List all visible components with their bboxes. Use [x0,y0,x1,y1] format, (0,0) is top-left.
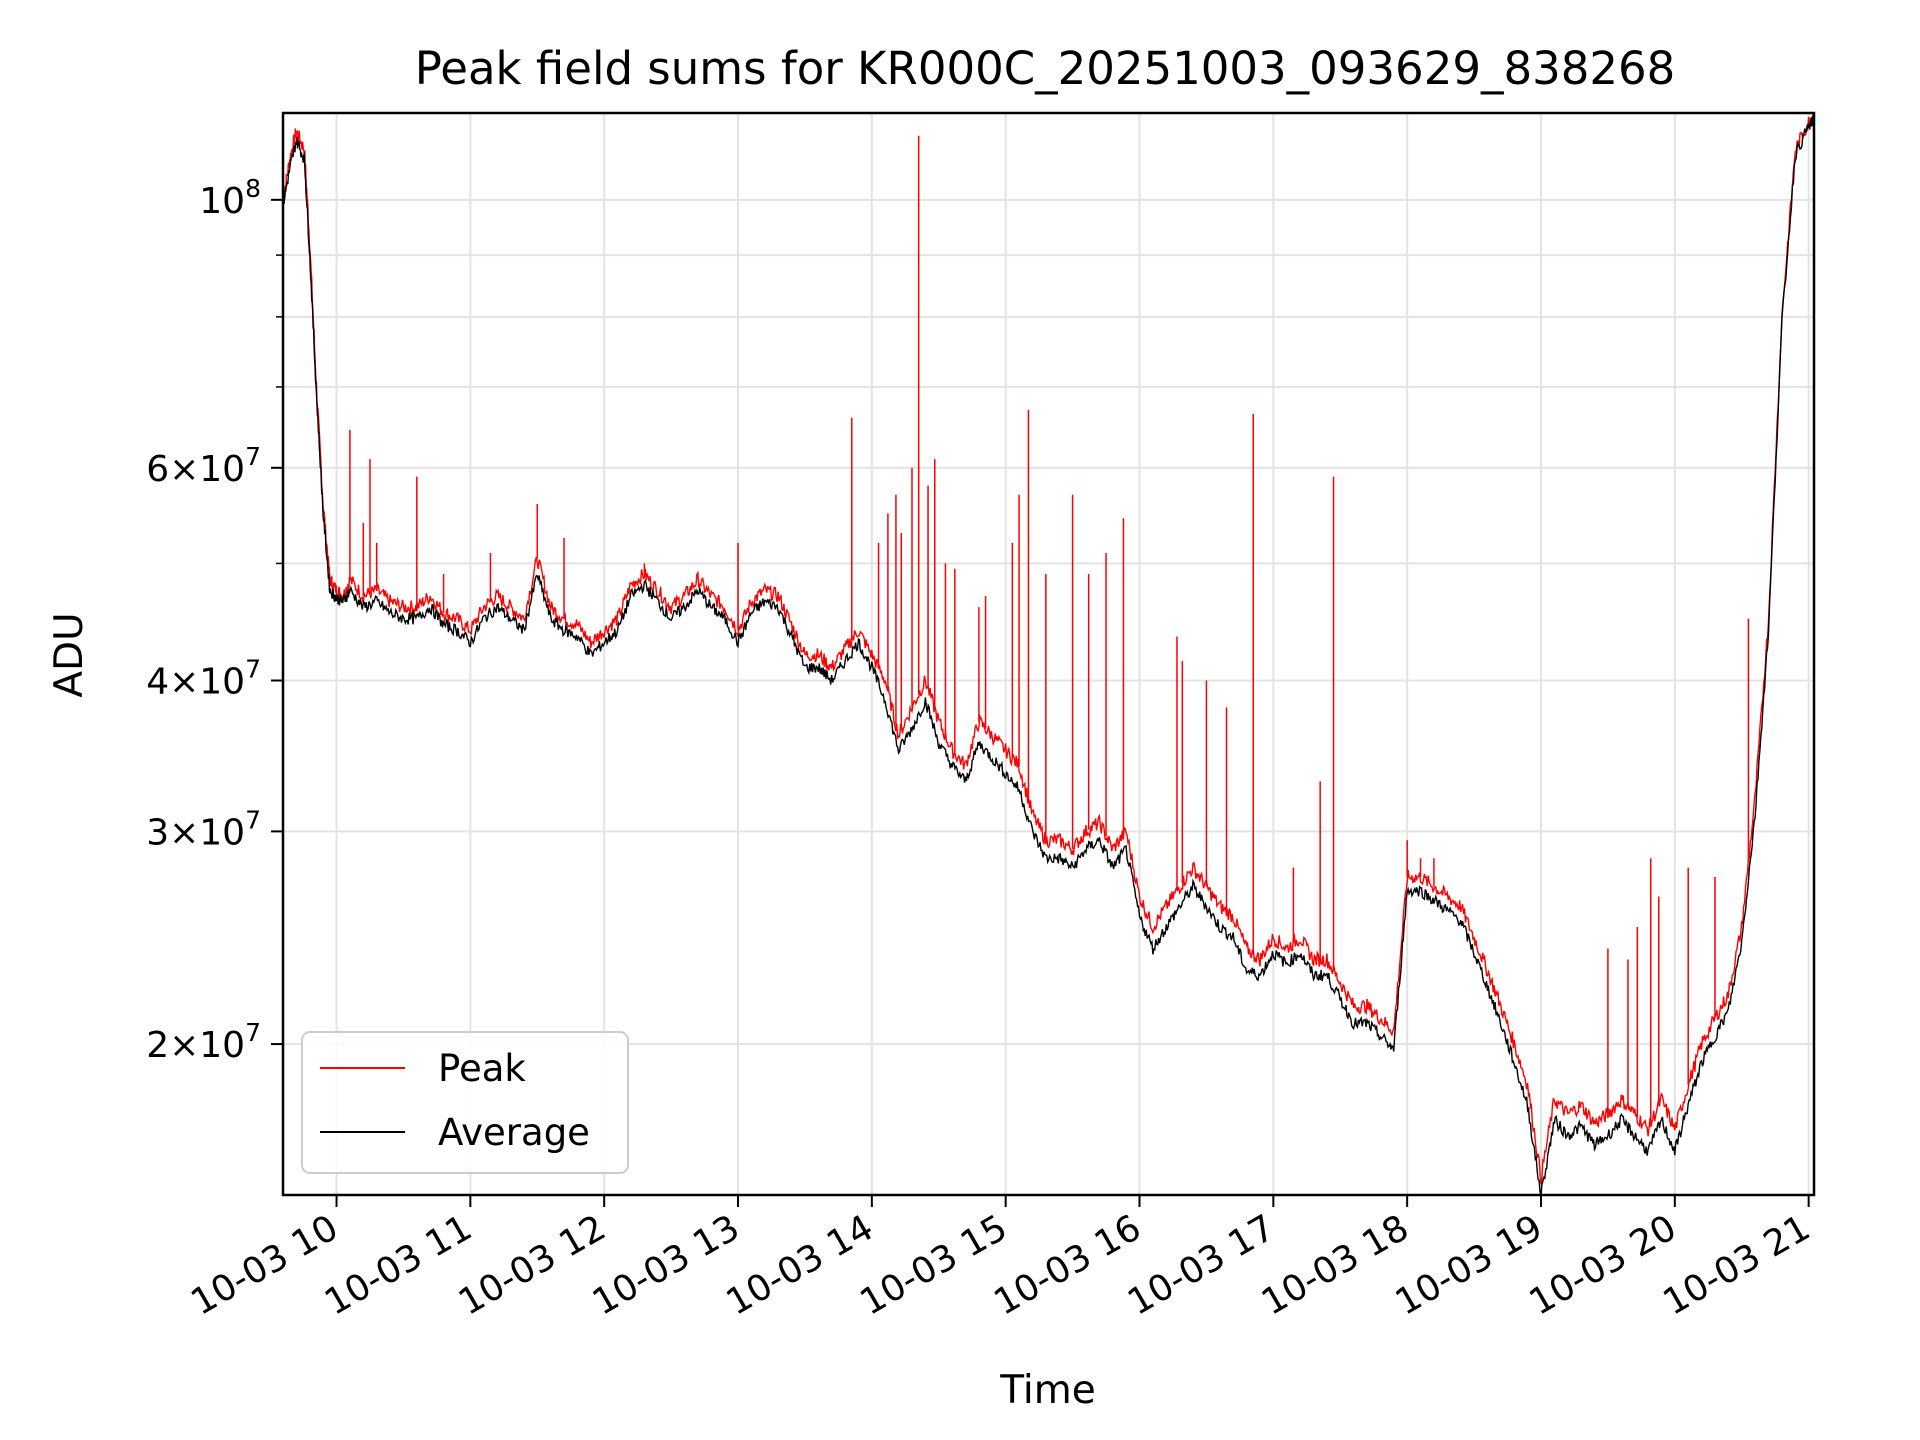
y-axis-label: ADU [47,612,92,697]
peak-series-line [283,113,1814,1185]
legend-peak-label: Peak [438,1047,526,1090]
y-tick-label: 2×107 [146,1018,261,1066]
axes-frame [281,111,1816,1197]
legend-average-label: Average [438,1111,590,1154]
grid [283,113,1814,1195]
plot-area [283,113,1814,1195]
y-tick-label: 108 [199,174,261,222]
average-series-line [283,115,1814,1195]
chart-title: Peak field sums for KR000C_20251003_0936… [415,42,1675,95]
y-axis: 2×107 3×107 4×107 6×107 108 [146,174,283,1066]
x-axis-label: Time [999,1368,1095,1413]
legend: Peak Average [301,1031,629,1174]
y-tick-label: 4×107 [146,654,261,702]
y-tick-label: 6×107 [146,442,261,490]
y-tick-label: 3×107 [146,805,261,853]
